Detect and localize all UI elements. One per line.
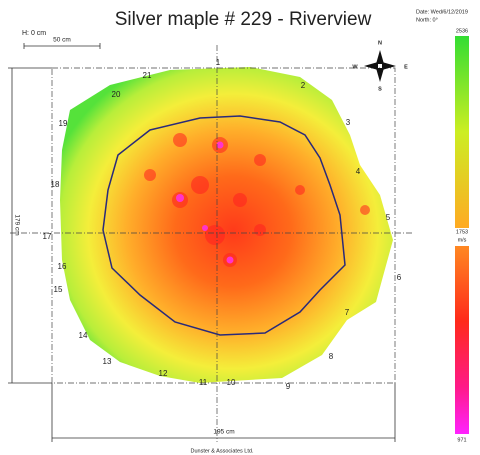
- lowest-velocity-spots: [176, 141, 234, 264]
- sensor-label: 11: [199, 378, 208, 387]
- sensor-label: 15: [54, 285, 63, 294]
- color-scale-max: 2536: [456, 28, 468, 34]
- low-velocity-spots: [144, 133, 370, 267]
- sensor-label: 16: [58, 262, 67, 271]
- sensor-label: 20: [112, 90, 121, 99]
- compass-n: N: [378, 40, 382, 46]
- sensor-label: 17: [43, 232, 52, 241]
- date: Date: Wed/6/12/2019: [416, 9, 468, 15]
- sensor-label: 14: [79, 331, 88, 340]
- color-scale-mid: 1753: [456, 229, 468, 235]
- compass-s: S: [378, 86, 382, 92]
- sensor-label: 19: [59, 119, 68, 128]
- sensor-label: 12: [159, 369, 168, 378]
- sensor-label: 10: [227, 378, 236, 387]
- height-dimension-label: 179 cm: [13, 214, 20, 235]
- height-label: H: 0 cm: [22, 30, 46, 37]
- sensor-label: 8: [329, 352, 334, 361]
- footer: Dunster & Associates Ltd.: [191, 448, 254, 454]
- width-dimension-label: 195 cm: [213, 429, 234, 436]
- sensor-label: 7: [345, 308, 350, 317]
- sensor-label: 5: [386, 213, 391, 222]
- sensor-label: 4: [356, 167, 361, 176]
- sensor-label: 6: [397, 273, 402, 282]
- sensor-label: 1: [216, 58, 221, 67]
- color-scale-upper: [455, 36, 469, 228]
- sensor-label: 2: [301, 81, 306, 90]
- decay-outline: [102, 115, 346, 336]
- sensor-label: 21: [143, 71, 152, 80]
- sensor-label: 9: [286, 382, 291, 391]
- color-scale-min: 971: [457, 437, 466, 443]
- compass-e: E: [404, 64, 408, 70]
- sensor-label: 13: [103, 357, 112, 366]
- sensor-label: 18: [51, 180, 60, 189]
- color-scale-lower: [455, 246, 469, 434]
- sensor-label: 3: [346, 118, 351, 127]
- title: Silver maple # 229 - Riverview: [115, 9, 372, 30]
- color-scale-unit: m/s: [458, 237, 467, 243]
- bounding-frame: [51, 67, 396, 384]
- compass: N E S W: [352, 40, 408, 92]
- scale-bar-label: 50 cm: [53, 37, 71, 44]
- tomogram: [60, 67, 393, 383]
- compass-w: W: [352, 64, 358, 70]
- north: North: 0°: [416, 17, 438, 23]
